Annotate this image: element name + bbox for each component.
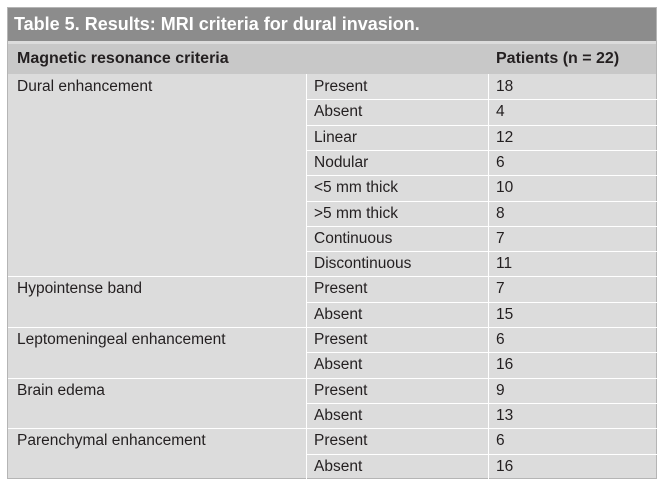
row-divider bbox=[306, 251, 658, 253]
table-row: <5 mm thick 10 bbox=[8, 175, 656, 200]
sub-criteria-cell: <5 mm thick bbox=[314, 179, 398, 197]
table-row: Absent 15 bbox=[8, 302, 656, 327]
sub-criteria-cell: Absent bbox=[314, 406, 363, 424]
row-divider bbox=[8, 428, 658, 430]
criteria-cell: Hypointense band bbox=[17, 280, 142, 298]
sub-criteria-cell: Present bbox=[314, 432, 368, 450]
table-header: Magnetic resonance criteria Patients (n … bbox=[8, 44, 656, 74]
table-body: Dural enhancement Present 18 Absent 4 Linear 1… bbox=[8, 74, 658, 480]
criteria-cell: Brain edema bbox=[17, 381, 105, 399]
table-title: Table 5. Results: MRI criteria for dural… bbox=[8, 8, 656, 41]
sub-criteria-cell: Absent bbox=[314, 103, 363, 121]
patients-cell: 9 bbox=[496, 381, 505, 399]
patients-cell: 6 bbox=[496, 331, 505, 348]
header-patients: Patients (n = 22) bbox=[496, 50, 620, 67]
table-row: Dural enhancement Present 18 bbox=[8, 74, 656, 99]
results-table: Table 5. Results: MRI criteria for dural… bbox=[7, 7, 658, 480]
row-divider bbox=[306, 99, 658, 101]
table-row: Nodular 6 bbox=[8, 150, 656, 175]
criteria-cell: Dural enhancement bbox=[17, 78, 153, 95]
row-divider bbox=[306, 352, 658, 354]
table-row: Absent 13 bbox=[8, 403, 656, 428]
sub-criteria-cell: Linear bbox=[314, 128, 358, 146]
patients-cell: 6 bbox=[496, 432, 505, 450]
patients-cell: 4 bbox=[496, 103, 505, 121]
sub-criteria-cell: Nodular bbox=[314, 153, 369, 171]
sub-criteria-cell: Present bbox=[314, 78, 368, 95]
row-divider bbox=[306, 301, 658, 303]
table-row: Brain edema Present 9 bbox=[8, 378, 656, 403]
criteria-cell: Leptomeningeal enhancement bbox=[17, 331, 226, 348]
row-divider bbox=[306, 402, 658, 404]
table-row: Hypointense band Present 7 bbox=[8, 276, 656, 301]
table-row: Parenchymal enhancement Present 6 bbox=[8, 428, 656, 453]
row-divider bbox=[306, 175, 658, 177]
patients-cell: 12 bbox=[496, 128, 514, 146]
row-divider bbox=[306, 200, 658, 202]
sub-criteria-cell: >5 mm thick bbox=[314, 204, 398, 222]
sub-criteria-cell: Absent bbox=[314, 457, 363, 475]
row-divider bbox=[8, 377, 658, 379]
row-divider bbox=[306, 453, 658, 455]
table-row: Continuous 7 bbox=[8, 226, 656, 251]
patients-cell: 16 bbox=[496, 457, 514, 475]
patients-cell: 7 bbox=[496, 229, 505, 247]
patients-cell: 18 bbox=[496, 78, 514, 95]
criteria-cell: Parenchymal enhancement bbox=[17, 432, 206, 450]
patients-cell: 15 bbox=[496, 305, 514, 323]
patients-cell: 7 bbox=[496, 280, 505, 298]
table-row: Linear 12 bbox=[8, 125, 656, 150]
sub-criteria-cell: Absent bbox=[314, 305, 363, 323]
sub-criteria-cell: Present bbox=[314, 331, 368, 348]
table-row: Discontinuous 11 bbox=[8, 251, 656, 276]
patients-cell: 11 bbox=[496, 255, 513, 273]
sub-criteria-cell: Present bbox=[314, 280, 368, 298]
patients-cell: 10 bbox=[496, 179, 514, 197]
sub-criteria-cell: Continuous bbox=[314, 229, 393, 247]
sub-criteria-cell: Present bbox=[314, 381, 368, 399]
sub-criteria-cell: Absent bbox=[314, 356, 363, 374]
row-divider bbox=[306, 124, 658, 126]
row-divider bbox=[306, 149, 658, 151]
table-row: >5 mm thick 8 bbox=[8, 201, 656, 226]
row-divider bbox=[306, 225, 658, 227]
patients-cell: 16 bbox=[496, 356, 514, 374]
sub-criteria-cell: Discontinuous bbox=[314, 255, 412, 273]
table-row: Leptomeningeal enhancement Present 6 bbox=[8, 327, 656, 352]
row-divider bbox=[8, 327, 658, 328]
table-row: Absent 4 bbox=[8, 99, 656, 124]
row-divider bbox=[8, 276, 658, 278]
table-row: Absent 16 bbox=[8, 454, 656, 479]
table-row: Absent 16 bbox=[8, 352, 656, 377]
patients-cell: 8 bbox=[496, 204, 505, 222]
patients-cell: 6 bbox=[496, 153, 505, 171]
patients-cell: 13 bbox=[496, 406, 514, 424]
header-criteria: Magnetic resonance criteria bbox=[17, 50, 229, 67]
